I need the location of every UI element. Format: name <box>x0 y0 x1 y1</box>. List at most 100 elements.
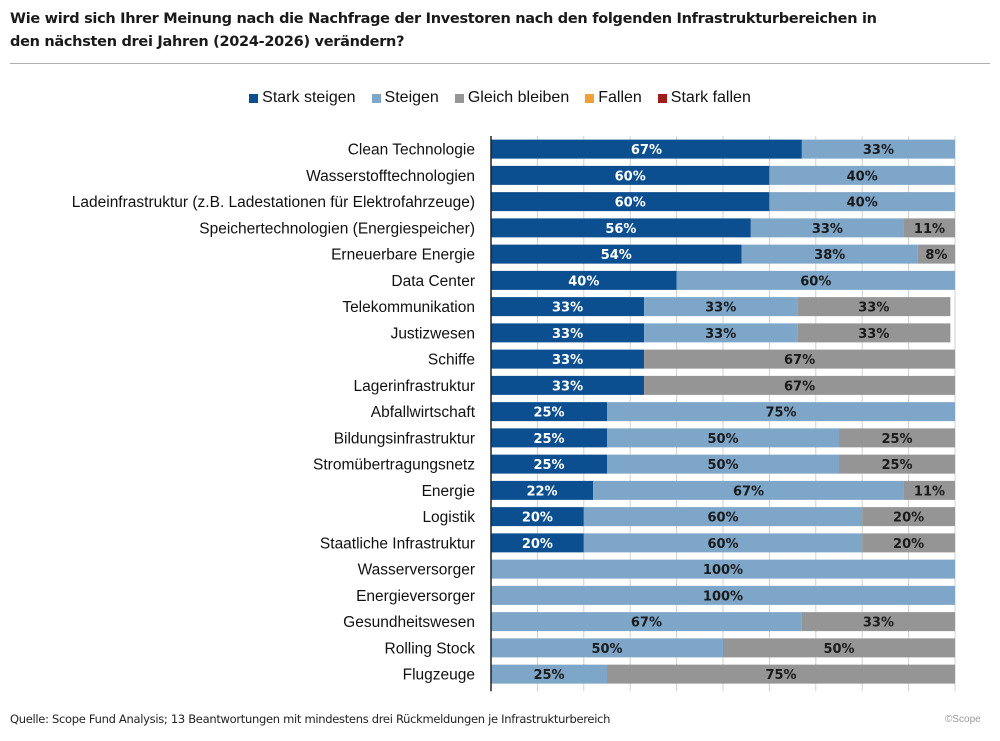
bar-segment <box>491 454 607 474</box>
bar-segment <box>491 585 955 605</box>
data-label: 8% <box>925 248 947 263</box>
data-label: 50% <box>823 642 854 657</box>
data-label: 40% <box>847 196 878 211</box>
bar-segment <box>491 192 770 212</box>
bar-segment <box>644 375 955 395</box>
category-label: Ladeinfrastruktur (z.B. Ladestationen fü… <box>72 194 475 211</box>
data-label: 20% <box>522 511 553 526</box>
data-label: 75% <box>765 668 796 683</box>
data-label: 60% <box>707 537 738 552</box>
legend-swatch <box>454 93 464 103</box>
bar-segment <box>917 244 955 264</box>
category-label: Erneuerbare Energie <box>331 247 475 264</box>
bar-segment <box>839 428 955 448</box>
data-label: 60% <box>615 196 646 211</box>
category-label: Clean Technologie <box>348 142 475 159</box>
data-label: 33% <box>552 379 583 394</box>
bar-segment <box>491 297 645 317</box>
data-label: 25% <box>533 406 564 421</box>
category-label: Abfallwirtschaft <box>371 404 476 421</box>
category-label: Stromübertragungsnetz <box>313 457 475 474</box>
bar-segment <box>644 349 955 369</box>
bar-segment <box>491 480 594 500</box>
bar-segment <box>491 218 751 238</box>
data-label: 40% <box>847 169 878 184</box>
legend-label: Gleich bleiben <box>467 89 570 106</box>
bar-segment <box>491 165 770 185</box>
data-label: 67% <box>784 379 815 394</box>
bar-segment <box>801 139 955 159</box>
data-label: 33% <box>812 222 843 237</box>
legend-label: Fallen <box>598 89 642 106</box>
bar-segment <box>797 323 951 343</box>
legend-swatch <box>657 93 667 103</box>
category-label: Staatliche Infrastruktur <box>320 535 475 552</box>
bar-segment <box>676 270 955 290</box>
legend-item-gleich-bleiben: Gleich bleiben <box>454 89 570 107</box>
bar-segment <box>491 533 584 553</box>
data-label: 20% <box>893 511 924 526</box>
data-label: 50% <box>591 642 622 657</box>
data-label: 25% <box>881 432 912 447</box>
legend-item-fallen: Fallen <box>585 89 642 107</box>
data-label: 25% <box>533 458 564 473</box>
bar-segment <box>593 480 904 500</box>
bar-segment <box>839 454 955 474</box>
data-label: 33% <box>858 327 889 342</box>
data-label: 11% <box>914 484 945 499</box>
data-label: 67% <box>631 143 662 158</box>
bar-segment <box>903 218 955 238</box>
data-label: 33% <box>552 353 583 368</box>
bar-segment <box>491 375 645 395</box>
category-label: Speichertechnologien (Energiespeicher) <box>199 220 475 237</box>
data-label: 40% <box>568 274 599 289</box>
bar-segment <box>491 664 607 684</box>
data-label: 33% <box>552 301 583 316</box>
bar-segment <box>741 244 918 264</box>
category-label: Lagerinfrastruktur <box>354 378 475 395</box>
legend-label: Stark steigen <box>262 89 356 106</box>
legend-item-stark-fallen: Stark fallen <box>657 89 751 107</box>
data-label: 33% <box>552 327 583 342</box>
source-note: Quelle: Scope Fund Analysis; 13 Beantwor… <box>10 712 611 726</box>
data-label: 25% <box>533 668 564 683</box>
data-label: 50% <box>707 458 738 473</box>
legend-swatch <box>585 93 595 103</box>
category-label: Wasserstofftechnologien <box>306 168 475 185</box>
data-label: 33% <box>705 327 736 342</box>
data-label: 100% <box>703 563 743 578</box>
bar-segment <box>491 402 607 422</box>
bar-segment <box>491 270 677 290</box>
data-label: 38% <box>814 248 845 263</box>
category-label: Telekommunikation <box>342 299 475 316</box>
category-label: Energie <box>422 483 475 500</box>
bar-segment <box>797 297 951 317</box>
bar-segment <box>769 165 955 185</box>
category-label: Flugzeuge <box>403 667 475 684</box>
data-label: 33% <box>863 143 894 158</box>
data-label: 25% <box>881 458 912 473</box>
data-label: 75% <box>765 406 796 421</box>
title-divider <box>10 63 990 64</box>
category-label: Gesundheitswesen <box>343 614 475 631</box>
data-label: 67% <box>784 353 815 368</box>
bar-segment <box>750 218 904 238</box>
category-label: Energieversorger <box>356 588 475 605</box>
bar-segment <box>491 638 723 658</box>
legend: Stark steigen Steigen Gleich bleiben Fal… <box>0 89 1000 107</box>
legend-item-steigen: Steigen <box>371 89 439 107</box>
category-label: Justizwesen <box>391 325 475 342</box>
bar-segment <box>491 139 802 159</box>
legend-swatch <box>371 93 381 103</box>
data-label: 25% <box>533 432 564 447</box>
legend-swatch <box>249 93 259 103</box>
bar-segment <box>491 428 607 448</box>
bar-segment <box>607 454 839 474</box>
bar-segment <box>491 559 955 579</box>
data-label: 100% <box>703 589 743 604</box>
bar-segment <box>862 507 955 527</box>
bar-segment <box>862 533 955 553</box>
bar-segment <box>583 533 863 553</box>
bar-segment <box>583 507 863 527</box>
